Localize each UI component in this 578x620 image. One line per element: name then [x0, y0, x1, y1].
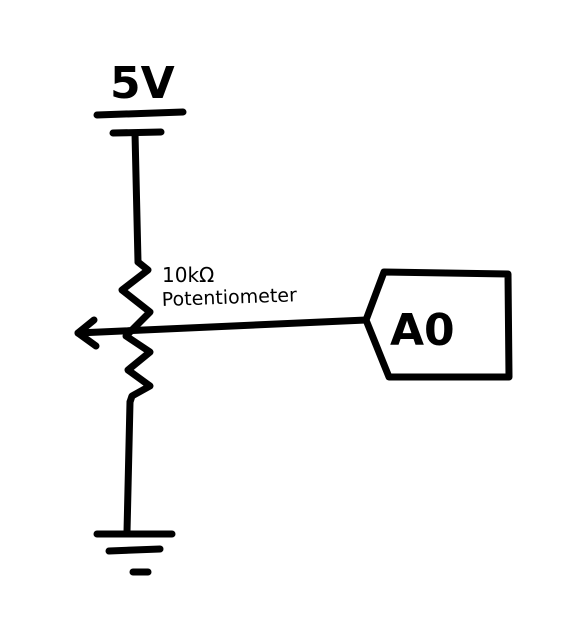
potentiometer-name-label: Potentiometer [161, 284, 297, 311]
port-tag-icon [362, 268, 513, 381]
potentiometer-icon [118, 258, 154, 406]
power-supply-icon [93, 108, 187, 137]
ground-wire [123, 398, 134, 536]
potentiometer-value-label: 10kΩ [162, 263, 214, 287]
wiper-arrow-icon [74, 316, 370, 350]
output-port-label: A0 [390, 305, 455, 356]
ground-icon [93, 530, 176, 576]
supply-wire [131, 129, 142, 266]
supply-voltage-label: 5V [110, 58, 175, 109]
